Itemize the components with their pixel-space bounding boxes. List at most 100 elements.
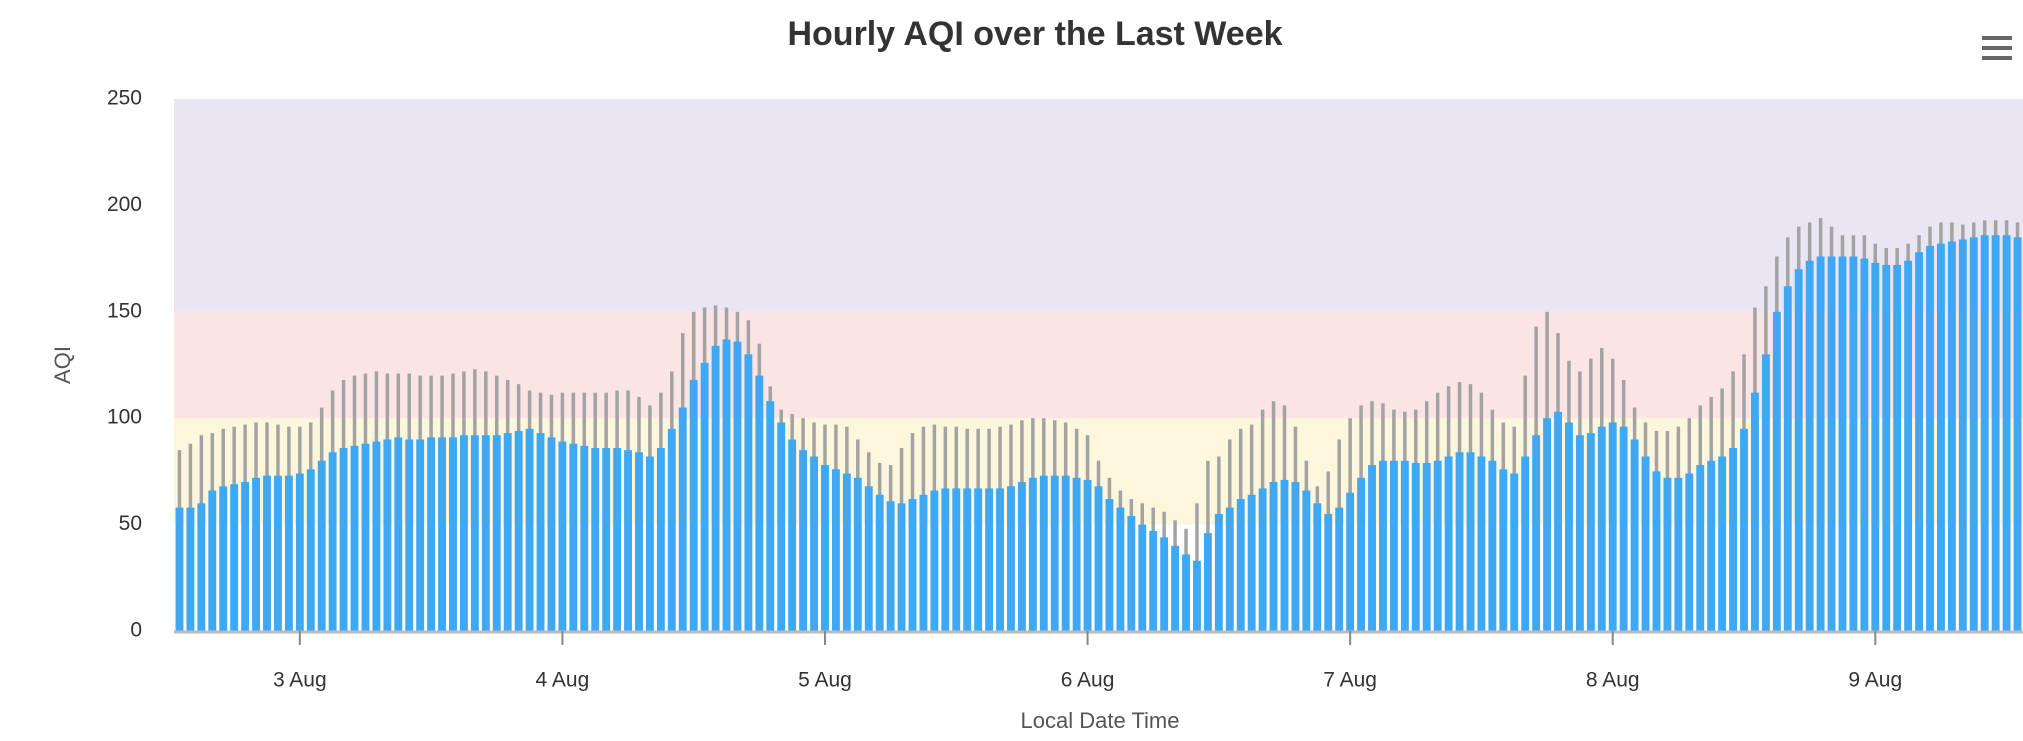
bar bbox=[438, 437, 446, 631]
bar bbox=[1193, 560, 1201, 631]
y-tick-label: 100 bbox=[107, 406, 142, 429]
bar bbox=[1182, 554, 1190, 631]
bar bbox=[1094, 486, 1103, 631]
bar bbox=[1608, 422, 1617, 631]
bar bbox=[1072, 477, 1081, 631]
bar bbox=[416, 439, 425, 631]
bar bbox=[1543, 418, 1552, 631]
bar bbox=[996, 488, 1004, 631]
bar bbox=[777, 422, 786, 631]
bar bbox=[1138, 524, 1147, 631]
bar bbox=[263, 475, 271, 631]
bar bbox=[219, 486, 228, 631]
bar bbox=[1214, 513, 1223, 631]
bar bbox=[558, 441, 567, 631]
x-tick-label: 6 Aug bbox=[1061, 669, 1115, 692]
menu-line bbox=[1982, 56, 2012, 60]
bar bbox=[908, 499, 917, 631]
bar bbox=[711, 345, 720, 631]
bar bbox=[208, 490, 217, 631]
bar bbox=[930, 490, 939, 631]
bar bbox=[317, 460, 326, 631]
bar bbox=[350, 445, 359, 631]
bar bbox=[1269, 482, 1278, 631]
bar bbox=[1160, 537, 1169, 631]
bar bbox=[897, 503, 906, 631]
bar bbox=[1455, 452, 1464, 631]
bar bbox=[1017, 482, 1026, 631]
bar bbox=[481, 435, 490, 631]
bar bbox=[339, 447, 348, 631]
menu-button[interactable] bbox=[1982, 36, 2012, 60]
plot-band bbox=[174, 99, 2023, 312]
bar bbox=[580, 445, 589, 631]
bar bbox=[678, 407, 687, 631]
bar bbox=[1652, 471, 1661, 631]
bar bbox=[602, 447, 611, 631]
bar bbox=[514, 430, 523, 631]
bar bbox=[1521, 456, 1530, 631]
bar bbox=[459, 435, 468, 631]
bar bbox=[1980, 235, 1989, 631]
bar bbox=[831, 469, 840, 631]
bar bbox=[1674, 477, 1683, 631]
menu-line bbox=[1982, 46, 2012, 50]
bar bbox=[635, 452, 643, 631]
bar bbox=[1586, 433, 1595, 631]
bar bbox=[985, 488, 994, 631]
bar bbox=[1083, 479, 1092, 631]
bar bbox=[842, 473, 851, 631]
bar bbox=[1061, 475, 1070, 631]
bar bbox=[1247, 494, 1256, 631]
bar bbox=[186, 507, 195, 631]
bar bbox=[591, 447, 600, 631]
bar bbox=[1718, 456, 1727, 631]
bar bbox=[1783, 286, 1792, 631]
bar bbox=[886, 501, 895, 631]
bar bbox=[722, 339, 731, 631]
bar bbox=[1947, 241, 1956, 632]
bar bbox=[1915, 252, 1924, 631]
bar bbox=[1827, 256, 1836, 631]
bar bbox=[1893, 264, 1902, 631]
bar bbox=[1772, 311, 1781, 631]
bar bbox=[1171, 545, 1180, 631]
bar bbox=[197, 503, 206, 631]
x-tick-label: 5 Aug bbox=[798, 669, 852, 692]
bar bbox=[1619, 426, 1628, 631]
bar bbox=[1871, 262, 1880, 631]
bar bbox=[974, 488, 983, 631]
bar bbox=[1357, 477, 1366, 631]
bar bbox=[1554, 411, 1562, 631]
bar bbox=[1422, 462, 1431, 631]
bar bbox=[1532, 435, 1541, 631]
bar bbox=[1849, 256, 1858, 631]
bar bbox=[1225, 507, 1234, 631]
bar bbox=[1630, 439, 1639, 631]
bar bbox=[1007, 486, 1015, 631]
bar bbox=[810, 456, 818, 631]
bar bbox=[613, 447, 622, 631]
bar bbox=[1729, 447, 1738, 631]
bar bbox=[624, 450, 632, 631]
bar bbox=[394, 437, 403, 631]
bar bbox=[1805, 260, 1814, 631]
bar bbox=[1488, 460, 1497, 631]
y-tick-label: 250 bbox=[107, 87, 142, 110]
bar bbox=[919, 494, 928, 631]
y-tick-label: 0 bbox=[130, 619, 142, 642]
bar bbox=[941, 488, 950, 631]
bar bbox=[656, 447, 665, 631]
bar bbox=[361, 443, 370, 631]
y-tick-label: 150 bbox=[107, 299, 142, 322]
bar bbox=[1050, 475, 1059, 631]
bar bbox=[569, 443, 578, 631]
bar bbox=[733, 341, 742, 631]
bar bbox=[1335, 507, 1344, 631]
bar bbox=[1368, 465, 1376, 631]
bar bbox=[1466, 452, 1475, 631]
bar bbox=[2013, 237, 2022, 631]
bar bbox=[1116, 507, 1125, 631]
bar bbox=[1444, 456, 1453, 631]
y-axis-title: AQI bbox=[50, 346, 75, 384]
